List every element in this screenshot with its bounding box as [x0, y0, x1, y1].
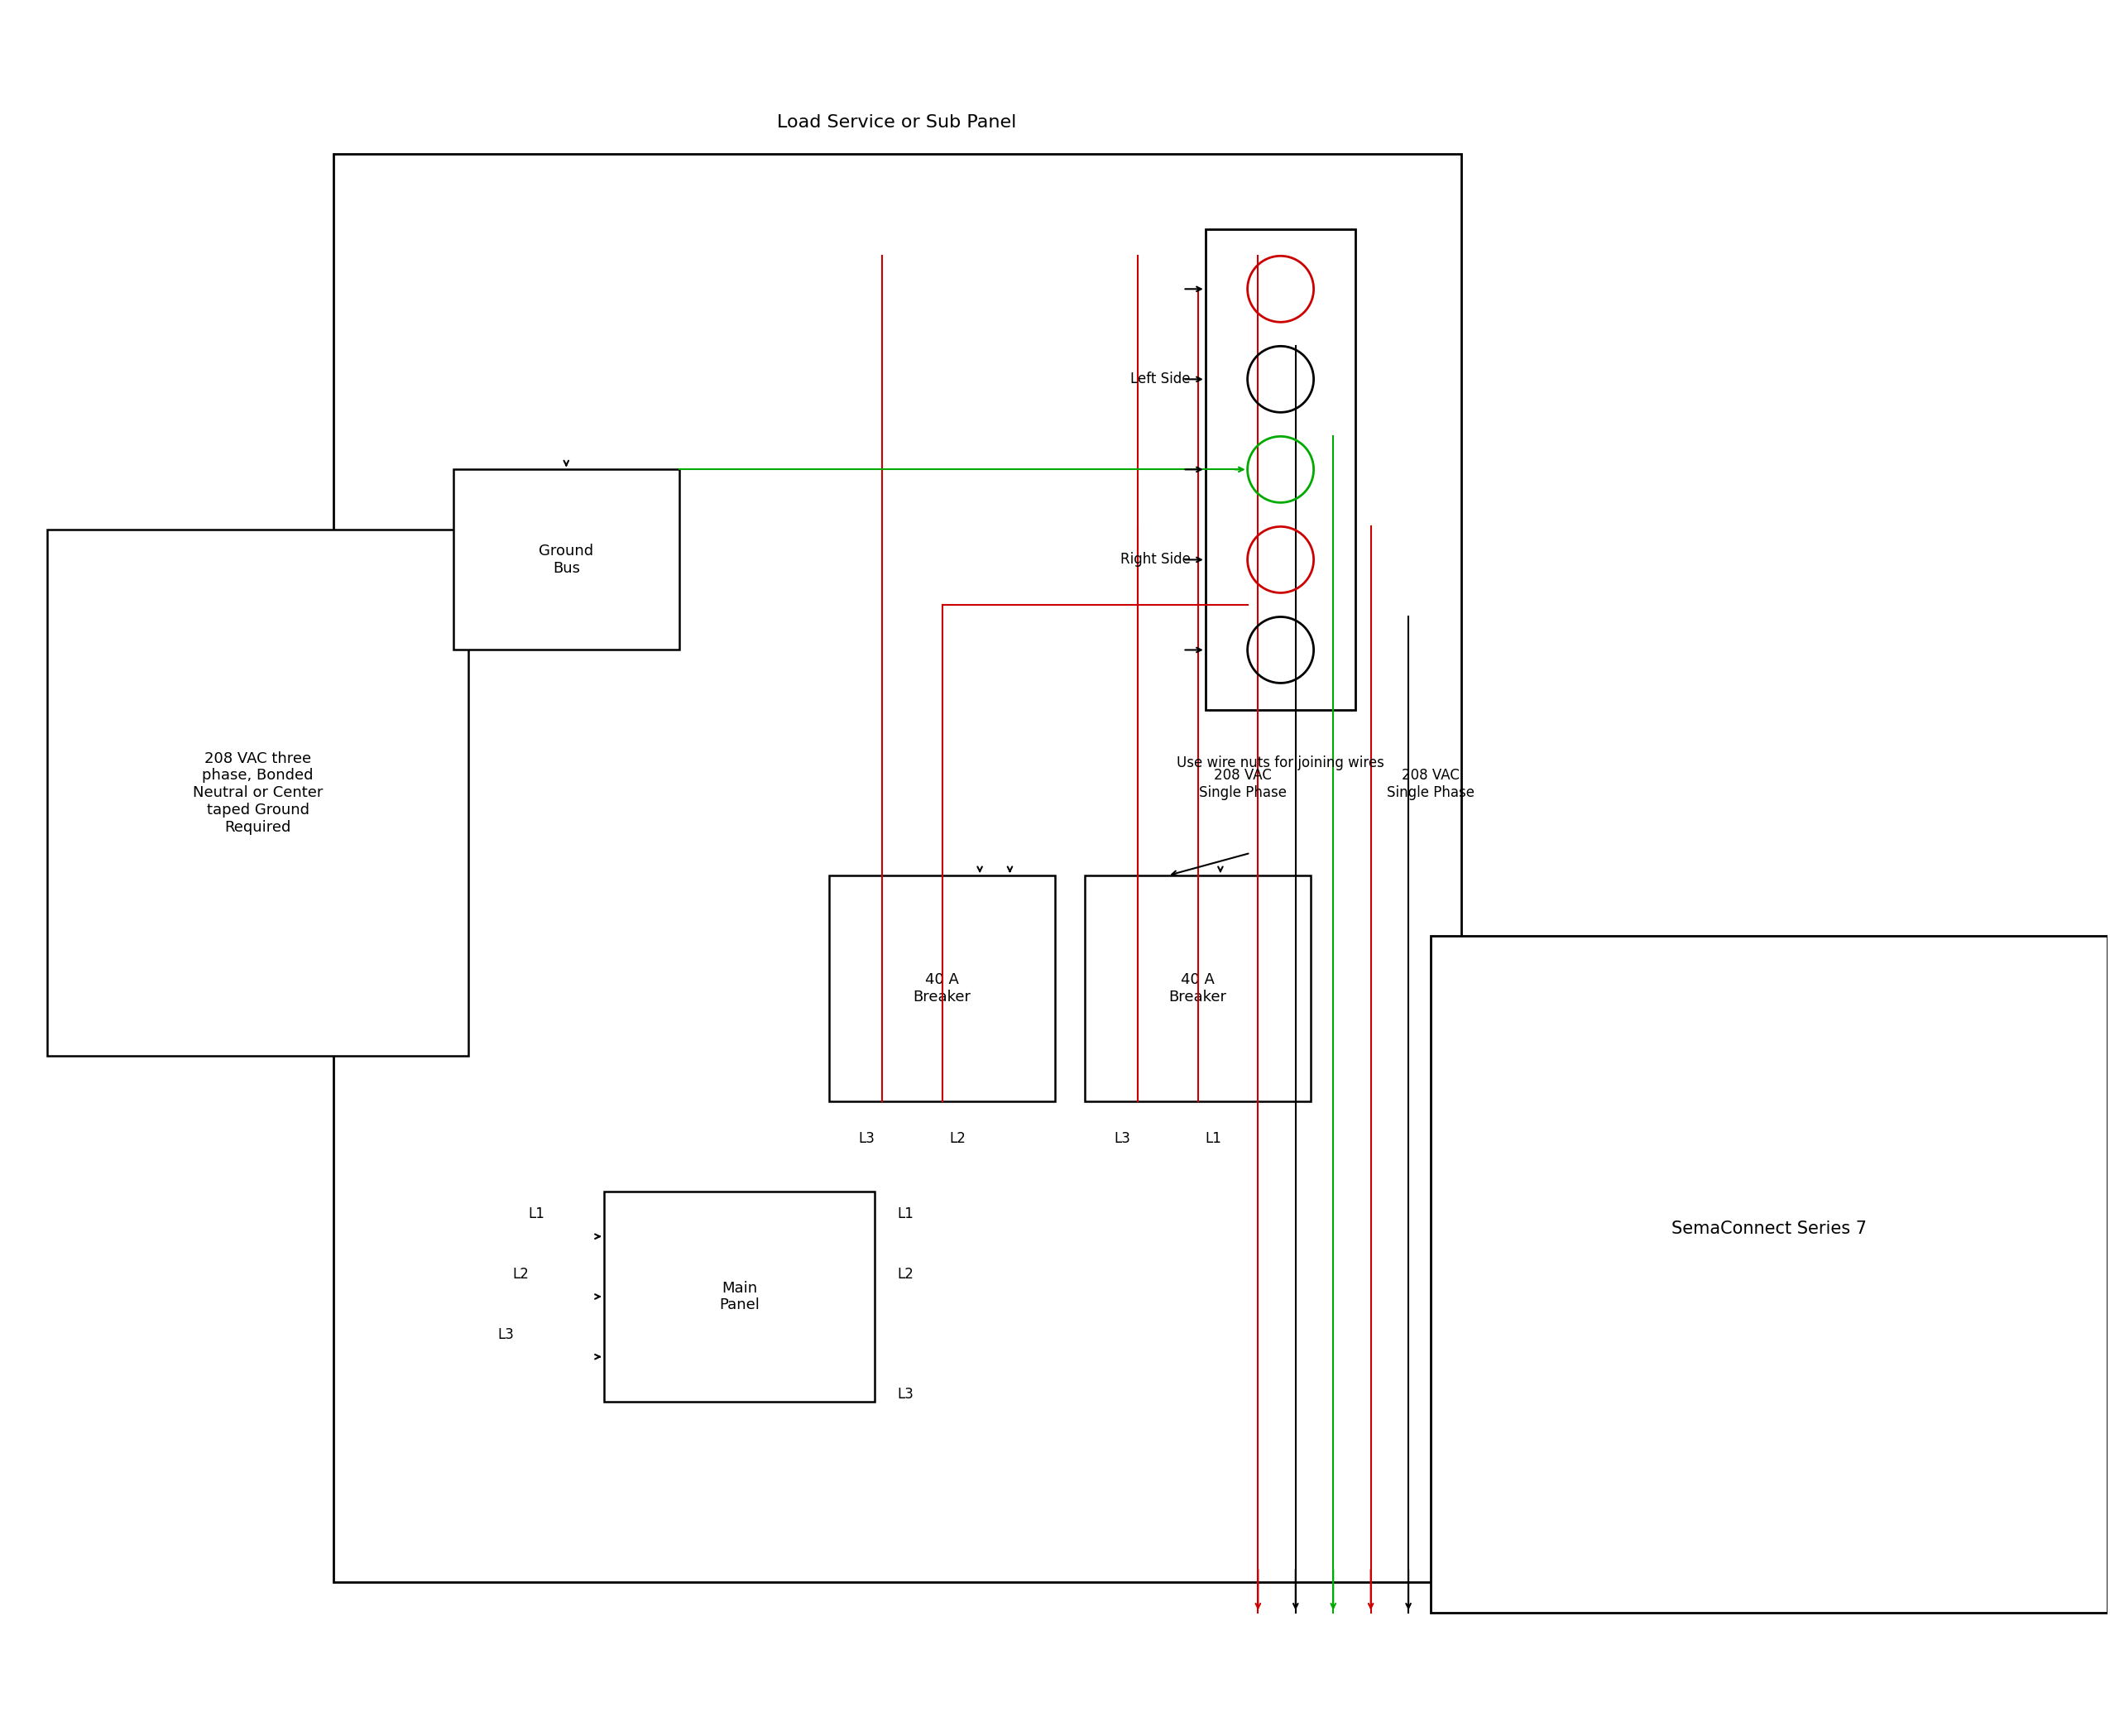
- Text: SemaConnect Series 7: SemaConnect Series 7: [1671, 1220, 1867, 1238]
- Bar: [1431, 936, 2108, 1613]
- Text: Load Service or Sub Panel: Load Service or Sub Panel: [776, 115, 1017, 132]
- Bar: [333, 155, 1460, 1581]
- Text: L1: L1: [1205, 1132, 1222, 1146]
- Text: L2: L2: [513, 1267, 530, 1281]
- Text: Main
Panel: Main Panel: [720, 1281, 760, 1312]
- Text: L3: L3: [859, 1132, 874, 1146]
- Text: 208 VAC three
phase, Bonded
Neutral or Center
taped Ground
Required: 208 VAC three phase, Bonded Neutral or C…: [192, 752, 323, 835]
- Text: 40 A
Breaker: 40 A Breaker: [914, 972, 971, 1005]
- Text: L3: L3: [498, 1326, 515, 1342]
- Bar: [1085, 875, 1310, 1101]
- Text: Right Side: Right Side: [1120, 552, 1190, 568]
- Text: Left Side: Left Side: [1131, 372, 1190, 387]
- Text: 208 VAC
Single Phase: 208 VAC Single Phase: [1198, 769, 1287, 800]
- Text: L3: L3: [1114, 1132, 1131, 1146]
- Bar: [46, 529, 468, 1055]
- Text: Ground
Bus: Ground Bus: [538, 543, 593, 576]
- Bar: [829, 875, 1055, 1101]
- Bar: [454, 469, 679, 649]
- Bar: [603, 1191, 874, 1403]
- Text: 40 A
Breaker: 40 A Breaker: [1169, 972, 1226, 1005]
- Text: 208 VAC
Single Phase: 208 VAC Single Phase: [1386, 769, 1475, 800]
- Text: L1: L1: [897, 1207, 914, 1222]
- Bar: [1205, 229, 1357, 710]
- Text: Use wire nuts for joining wires: Use wire nuts for joining wires: [1177, 755, 1384, 771]
- Text: L1: L1: [528, 1207, 544, 1222]
- Text: L3: L3: [897, 1387, 914, 1401]
- Text: L2: L2: [897, 1267, 914, 1281]
- Text: L2: L2: [949, 1132, 966, 1146]
